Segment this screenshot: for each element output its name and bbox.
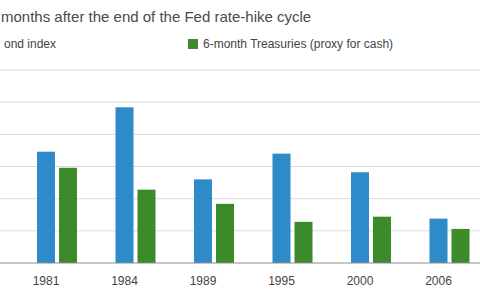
grid-line [0, 134, 480, 135]
legend-label: ond index [4, 37, 56, 51]
bar [452, 229, 470, 263]
bar [430, 219, 448, 263]
chart-svg: months after the end of the Fed rate-hik… [0, 0, 480, 300]
bar [59, 168, 77, 263]
bar [138, 190, 156, 263]
x-tick-label: 1984 [111, 274, 138, 288]
bar [37, 152, 55, 263]
bars [37, 107, 470, 263]
legend-label: 6-month Treasuries (proxy for cash) [203, 37, 393, 51]
x-tick-label: 2000 [347, 274, 374, 288]
title: months after the end of the Fed rate-hik… [1, 8, 311, 25]
legend-swatch [188, 39, 198, 49]
bar [273, 154, 291, 263]
bar [194, 179, 212, 263]
x-tick-label: 2006 [425, 274, 452, 288]
grid-line [0, 102, 480, 103]
bar [295, 222, 313, 263]
x-tick-label: 1989 [190, 274, 217, 288]
bar [373, 217, 391, 263]
grid-line [0, 166, 480, 167]
axis-baseline [0, 263, 480, 264]
bar [116, 107, 134, 263]
bar [351, 172, 369, 263]
x-tick-label: 1995 [268, 274, 295, 288]
grid-line [0, 70, 480, 71]
chart-container: months after the end of the Fed rate-hik… [0, 0, 480, 300]
x-tick-label: 1981 [33, 274, 60, 288]
bar [216, 204, 234, 263]
